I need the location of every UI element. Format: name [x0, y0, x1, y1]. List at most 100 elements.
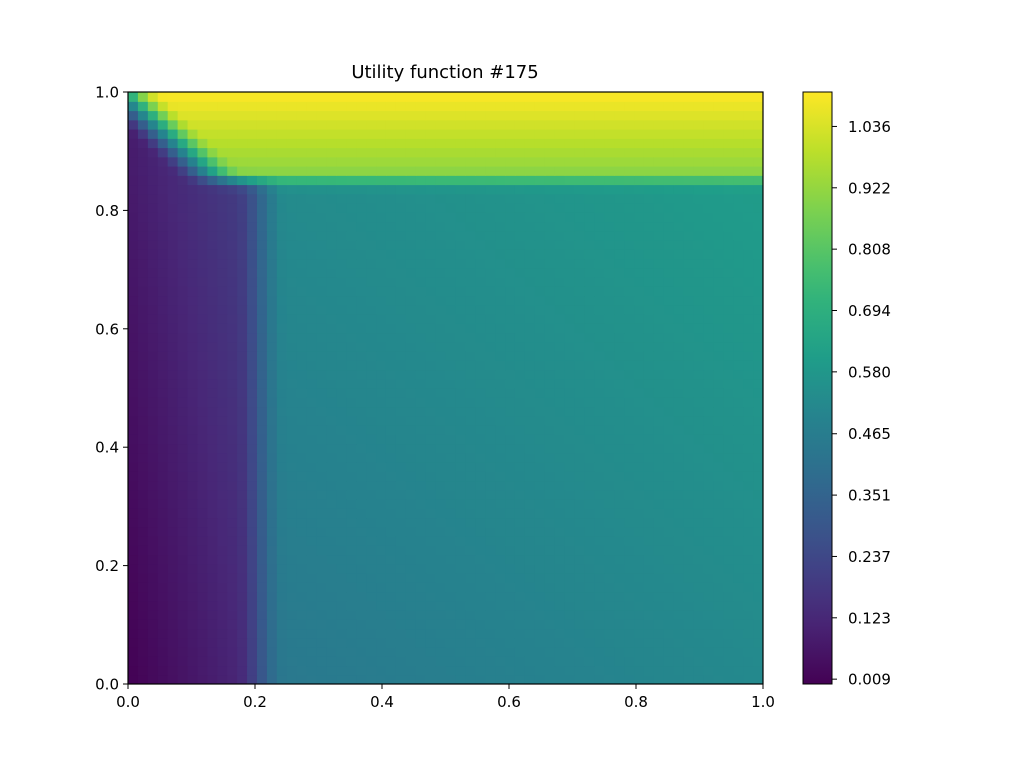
heatmap-cell: [405, 619, 417, 630]
heatmap-cell: [276, 277, 288, 287]
heatmap-cell: [753, 249, 763, 260]
heatmap-cell: [326, 323, 337, 334]
heatmap-cell: [128, 425, 139, 435]
heatmap-cell: [197, 656, 208, 667]
heatmap-cell: [455, 489, 466, 500]
heatmap-cell: [128, 332, 139, 343]
heatmap-cell: [445, 378, 457, 389]
heatmap-cell: [177, 110, 189, 121]
heatmap-cell: [286, 304, 298, 315]
heatmap-cell: [604, 489, 615, 500]
heatmap-cell: [475, 434, 486, 445]
heatmap-cell: [266, 628, 278, 639]
heatmap-cell: [326, 573, 337, 583]
heatmap-cell: [594, 591, 605, 602]
heatmap-cell: [336, 647, 347, 657]
heatmap-cell: [514, 184, 526, 195]
heatmap-cell: [356, 184, 367, 195]
heatmap-cell: [286, 119, 298, 130]
heatmap-cell: [356, 563, 367, 574]
heatmap-cell: [395, 665, 407, 676]
heatmap-cell: [187, 610, 199, 620]
heatmap-cell: [227, 480, 238, 491]
heatmap-cell: [524, 184, 536, 195]
heatmap-cell: [534, 341, 546, 352]
heatmap-cell: [128, 582, 139, 593]
heatmap-cell: [237, 286, 248, 297]
heatmap-cell: [544, 425, 556, 435]
heatmap-cell: [634, 203, 645, 213]
heatmap-cell: [167, 230, 179, 241]
heatmap-cell: [584, 193, 595, 204]
heatmap-cell: [296, 545, 308, 556]
heatmap-cell: [167, 563, 179, 574]
heatmap-cell: [703, 610, 714, 620]
heatmap-cell: [534, 452, 546, 463]
heatmap-cell: [425, 221, 437, 232]
heatmap-cell: [217, 554, 228, 565]
heatmap-cell: [445, 508, 457, 519]
heatmap-cell: [534, 147, 546, 158]
heatmap-cell: [534, 471, 546, 482]
heatmap-cell: [445, 573, 457, 583]
heatmap-cell: [395, 452, 407, 463]
heatmap-cell: [534, 129, 546, 139]
heatmap-cell: [445, 452, 457, 463]
heatmap-cell: [544, 193, 556, 204]
heatmap-cell: [445, 277, 457, 287]
heatmap-cell: [346, 610, 357, 620]
heatmap-cell: [177, 277, 189, 287]
heatmap-cell: [524, 175, 536, 186]
heatmap-cell: [524, 212, 536, 223]
heatmap-cell: [425, 267, 437, 278]
heatmap-cell: [286, 406, 298, 417]
heatmap-cell: [128, 323, 139, 334]
heatmap-cell: [217, 258, 228, 269]
heatmap-cell: [683, 471, 695, 482]
heatmap-cell: [227, 101, 238, 112]
heatmap-cell: [296, 147, 308, 158]
heatmap-cell: [465, 526, 476, 537]
heatmap-cell: [385, 406, 397, 417]
heatmap-cell: [703, 230, 714, 241]
heatmap-cell: [207, 452, 218, 463]
heatmap-cell: [217, 129, 228, 139]
heatmap-cell: [286, 397, 298, 408]
heatmap-cell: [624, 637, 635, 648]
heatmap-cell: [643, 240, 655, 250]
heatmap-cell: [128, 304, 139, 315]
heatmap-cell: [703, 304, 714, 315]
heatmap-cell: [286, 573, 298, 583]
heatmap-cell: [673, 267, 685, 278]
heatmap-cell: [207, 267, 218, 278]
heatmap-cell: [326, 610, 337, 620]
heatmap-cell: [147, 295, 159, 306]
heatmap-cell: [663, 545, 675, 556]
heatmap-cell: [137, 193, 149, 204]
heatmap-cell: [465, 258, 476, 269]
heatmap-cell: [435, 378, 447, 389]
heatmap-cell: [435, 101, 447, 112]
heatmap-cell: [564, 471, 576, 482]
heatmap-cell: [643, 360, 655, 371]
heatmap-cell: [495, 286, 506, 297]
heatmap-cell: [683, 360, 695, 371]
heatmap-cell: [713, 323, 724, 334]
heatmap-cell: [316, 92, 328, 102]
heatmap-cell: [157, 526, 169, 537]
heatmap-cell: [266, 665, 278, 676]
heatmap-cell: [147, 536, 159, 546]
heatmap-cell: [385, 434, 397, 445]
heatmap-cell: [703, 480, 714, 491]
heatmap-cell: [187, 166, 199, 176]
heatmap-cell: [147, 138, 159, 149]
heatmap-cell: [624, 545, 635, 556]
heatmap-cell: [673, 258, 685, 269]
heatmap-cell: [495, 406, 506, 417]
heatmap-cell: [683, 184, 695, 195]
heatmap-cell: [634, 101, 645, 112]
heatmap-cell: [733, 258, 744, 269]
heatmap-cell: [306, 341, 318, 352]
heatmap-cell: [276, 619, 288, 630]
